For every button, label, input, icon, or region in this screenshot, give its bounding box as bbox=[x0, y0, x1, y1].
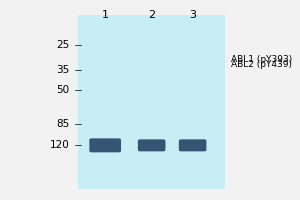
Text: 85: 85 bbox=[56, 119, 70, 129]
Text: 3: 3 bbox=[189, 10, 196, 20]
Text: ABL2 (pY439): ABL2 (pY439) bbox=[231, 60, 292, 69]
Text: 2: 2 bbox=[148, 10, 155, 20]
FancyBboxPatch shape bbox=[89, 138, 121, 152]
Text: ABL1 (pY393): ABL1 (pY393) bbox=[231, 55, 292, 64]
FancyBboxPatch shape bbox=[78, 15, 225, 189]
Text: 120: 120 bbox=[50, 140, 70, 150]
Text: 35: 35 bbox=[56, 65, 70, 75]
Text: 25: 25 bbox=[56, 40, 70, 50]
Text: 1: 1 bbox=[102, 10, 109, 20]
Text: 50: 50 bbox=[57, 85, 70, 95]
FancyBboxPatch shape bbox=[138, 139, 165, 151]
FancyBboxPatch shape bbox=[179, 139, 206, 151]
